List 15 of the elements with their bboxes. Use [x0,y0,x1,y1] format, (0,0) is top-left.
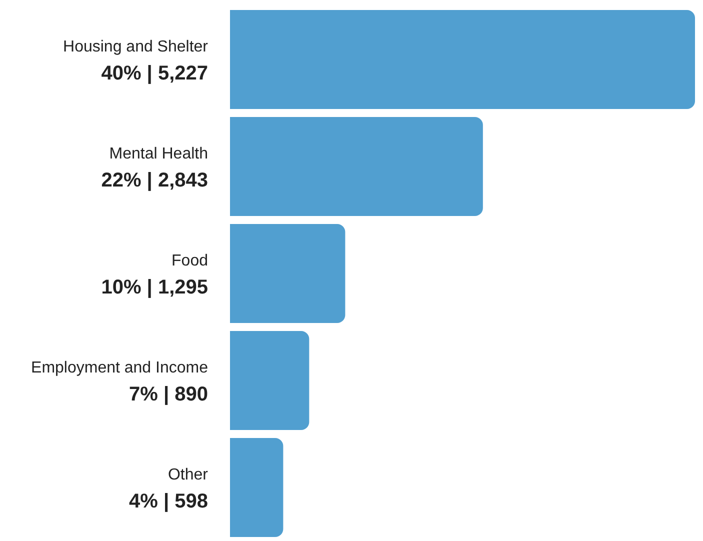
data-label: 7% | 890 [129,384,208,406]
y-tick-label: Other [168,466,209,484]
bar [230,438,284,537]
bar [230,10,695,109]
data-label: 4% | 598 [129,490,208,512]
y-tick-label: Employment and Income [31,360,208,376]
data-label: 40% | 5,227 [101,62,208,84]
data-label: 22% | 2,843 [101,170,208,192]
y-tick-label: Housing and Shelter [63,38,209,56]
y-tick-label: Mental Health [109,146,208,162]
bar [230,224,346,323]
bar [230,331,310,430]
bar [230,117,483,216]
y-tick-label: Food [172,252,208,270]
data-label: 10% | 1,295 [101,276,208,298]
